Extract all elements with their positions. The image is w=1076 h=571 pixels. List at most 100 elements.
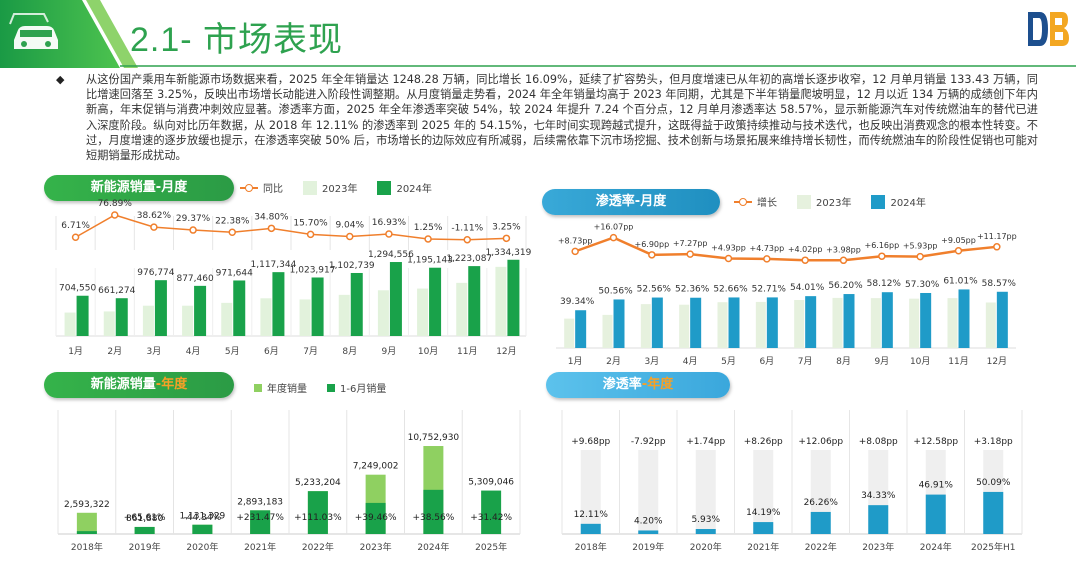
data-label: 50.09% xyxy=(976,478,1011,488)
bullet-marker: ◆ xyxy=(56,73,65,86)
data-label: 46.91% xyxy=(919,481,954,491)
bar-2024 xyxy=(613,299,625,348)
panel-title-suffix: -年度 xyxy=(641,377,674,392)
tick-label: 2024年 xyxy=(920,541,952,553)
bar-2024 xyxy=(233,280,246,336)
line-point xyxy=(306,230,315,239)
line-label: 38.62% xyxy=(137,211,172,221)
tick-label: 7月 xyxy=(798,356,813,367)
bar-2023 xyxy=(417,288,429,336)
data-label: 34.33% xyxy=(861,491,896,501)
line-label: +4.73pp xyxy=(749,244,784,253)
growth-label: +3.18pp xyxy=(974,437,1013,447)
bar-h1 xyxy=(365,502,386,534)
line-point xyxy=(724,254,733,263)
data-label: 54.01% xyxy=(790,283,825,293)
growth-label: +38.56% xyxy=(412,513,454,523)
tick-label: 12月 xyxy=(496,346,516,357)
growth-label: +12.58pp xyxy=(913,437,958,447)
panel-title-main: 渗透率 xyxy=(602,377,642,392)
bar-h1 xyxy=(250,510,271,534)
data-label: 1,294,556 xyxy=(368,250,414,260)
bar-2023 xyxy=(221,302,233,336)
data-label: 5,233,204 xyxy=(295,478,341,488)
line-point xyxy=(878,252,886,260)
bar-penetration xyxy=(580,523,601,534)
data-label: 52.71% xyxy=(752,284,787,294)
line-label: 9.04% xyxy=(335,220,364,230)
bar-2023 xyxy=(985,302,996,348)
line-growth xyxy=(574,236,997,262)
panel-title-main: 新能源销量 xyxy=(90,377,156,392)
data-label: 861,880 xyxy=(126,514,163,524)
bar-background xyxy=(695,450,716,534)
line-point xyxy=(916,252,924,261)
data-label: 50.56% xyxy=(598,286,633,296)
line-point xyxy=(648,251,656,259)
tick-label: 2021年 xyxy=(244,541,276,553)
tick-label: 2022年 xyxy=(805,541,837,553)
data-label: 4.20% xyxy=(634,516,663,526)
data-label: 1,223,087 xyxy=(446,254,492,264)
bar-2023 xyxy=(640,304,651,348)
bar-penetration xyxy=(925,494,946,534)
bar-2024 xyxy=(920,292,932,348)
data-label: 971,644 xyxy=(216,268,253,278)
line-label: +11.17pp xyxy=(977,232,1017,241)
bar-penetration xyxy=(983,491,1004,534)
data-label: 12.11% xyxy=(574,510,609,520)
data-label: 52.36% xyxy=(675,285,710,295)
tick-label: 11月 xyxy=(457,346,477,357)
legend-item-h1: 1-6月销量 xyxy=(327,380,386,395)
growth-label: +31.42% xyxy=(470,513,512,523)
bar-2023 xyxy=(832,297,843,348)
bar-2024 xyxy=(272,272,285,336)
growth-label: +111.03% xyxy=(294,513,342,523)
growth-label: +8.26pp xyxy=(744,437,783,447)
legend-label: 同比 xyxy=(263,184,283,195)
data-label: 976,774 xyxy=(137,268,174,278)
header-banner xyxy=(0,0,1076,68)
line-point xyxy=(346,232,354,241)
bar-penetration xyxy=(695,529,716,534)
swatch-icon xyxy=(871,194,886,209)
growth-label: +1.74pp xyxy=(686,437,725,447)
line-label: -1.11% xyxy=(451,224,483,234)
tick-label: 2021年 xyxy=(747,541,779,553)
bar-2023 xyxy=(755,301,766,348)
bar-2023 xyxy=(260,298,272,336)
chart-pen-yearly: 12.11% +9.68pp 2018年 4.20% -7.92pp 2019年 5.93%… xyxy=(561,410,1023,553)
data-label: 58.57% xyxy=(982,279,1017,289)
line-point xyxy=(385,230,393,238)
line-point xyxy=(763,255,771,263)
legend-item-2023: 2023年 xyxy=(797,194,851,209)
data-label: 7,249,002 xyxy=(353,462,399,472)
growth-label: -7.92pp xyxy=(631,437,666,447)
tick-label: 2018年 xyxy=(575,541,607,553)
bar-2024 xyxy=(507,259,520,336)
line-label: 3.25% xyxy=(492,222,521,232)
bar-2023 xyxy=(602,314,613,348)
data-label: 61.01% xyxy=(943,276,978,286)
tick-label: 3月 xyxy=(147,346,162,357)
growth-label: +9.68pp xyxy=(571,437,610,447)
tick-label: 9月 xyxy=(382,346,397,357)
bar-2024 xyxy=(690,297,702,348)
tick-label: 12月 xyxy=(987,356,1007,367)
line-marker-icon xyxy=(240,183,258,193)
bar-h1 xyxy=(192,524,213,534)
legend-sales-yearly: 年度销量 1-6月销量 xyxy=(254,380,400,395)
bar-background xyxy=(638,450,659,534)
data-label: 1,334,319 xyxy=(486,248,532,258)
tick-label: 4月 xyxy=(683,356,698,367)
growth-label: +65.61% xyxy=(124,513,166,523)
line-label: +6.90pp xyxy=(634,240,669,249)
data-label: 1,195,143 xyxy=(407,256,453,266)
tick-label: 9月 xyxy=(874,356,889,367)
bar-2023 xyxy=(679,304,690,348)
line-label: +4.02pp xyxy=(788,245,823,254)
tick-label: 2025年H1 xyxy=(971,541,1015,553)
tick-label: 2019年 xyxy=(632,541,664,553)
line-label: 34.80% xyxy=(254,212,289,222)
bar-2024 xyxy=(468,266,481,336)
